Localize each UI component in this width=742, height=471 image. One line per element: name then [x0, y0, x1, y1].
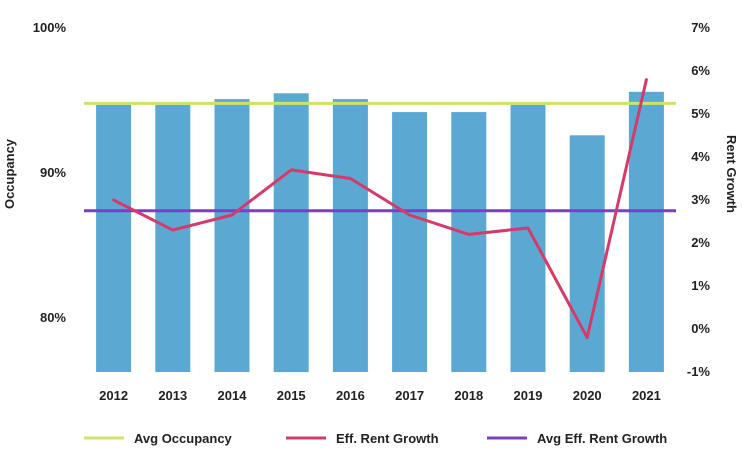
x-tick-label: 2020	[573, 388, 602, 403]
legend-item-avg-occupancy: Avg Occupancy	[84, 431, 233, 446]
x-tick-label: 2016	[336, 388, 365, 403]
x-tick-label: 2014	[218, 388, 248, 403]
right-axis-title: Rent Growth	[724, 135, 739, 213]
bar-2013	[155, 104, 191, 373]
bar-2018	[451, 112, 487, 372]
right-tick-label: 7%	[691, 20, 710, 35]
x-tick-label: 2017	[395, 388, 424, 403]
right-tick-label: 3%	[691, 192, 710, 207]
x-tick-label: 2013	[158, 388, 187, 403]
legend-item-avg-eff-rent-growth: Avg Eff. Rent Growth	[487, 431, 667, 446]
right-tick-label: 2%	[691, 235, 710, 250]
bar-2017	[392, 112, 428, 372]
bar-2016	[332, 99, 368, 372]
bars-layer	[96, 91, 664, 373]
line-series-layer	[112, 78, 648, 340]
x-tick-label: 2021	[632, 388, 661, 403]
right-tick-label: 4%	[691, 149, 710, 164]
x-axis-ticks: 2012 2013 2014 2015 2016 2017 2018 2019 2020 2021	[99, 388, 661, 403]
right-axis-ticks: 7% 6% 5% 4% 3% 2% 1% 0% -1%	[687, 20, 711, 379]
bar-2021	[628, 91, 664, 373]
legend: Avg Occupancy Eff. Rent Growth Avg Eff. Re…	[84, 431, 667, 446]
x-tick-label: 2015	[277, 388, 306, 403]
right-tick-label: 0%	[691, 321, 710, 336]
bar-2015	[273, 93, 309, 373]
x-tick-label: 2012	[99, 388, 128, 403]
right-tick-label: 5%	[691, 106, 710, 121]
right-tick-label: 6%	[691, 63, 710, 78]
bar-2019	[510, 104, 546, 373]
right-tick-label: 1%	[691, 278, 710, 293]
left-axis-ticks: 100% 90% 80%	[33, 20, 67, 325]
x-tick-label: 2018	[454, 388, 483, 403]
bar-2012	[96, 104, 132, 373]
reference-lines-layer	[84, 101, 676, 213]
legend-label: Eff. Rent Growth	[336, 431, 439, 446]
legend-label: Avg Eff. Rent Growth	[537, 431, 667, 446]
legend-item-eff-rent-growth: Eff. Rent Growth	[286, 431, 439, 446]
left-tick-label: 90%	[40, 165, 66, 180]
left-axis-title: Occupancy	[2, 138, 17, 209]
right-tick-label: -1%	[687, 364, 711, 379]
left-tick-label: 80%	[40, 310, 66, 325]
line-eff-rent-growth	[112, 78, 648, 340]
left-tick-label: 100%	[33, 20, 67, 35]
x-tick-label: 2019	[514, 388, 543, 403]
legend-label: Avg Occupancy	[134, 431, 233, 446]
bar-2014	[214, 99, 250, 372]
